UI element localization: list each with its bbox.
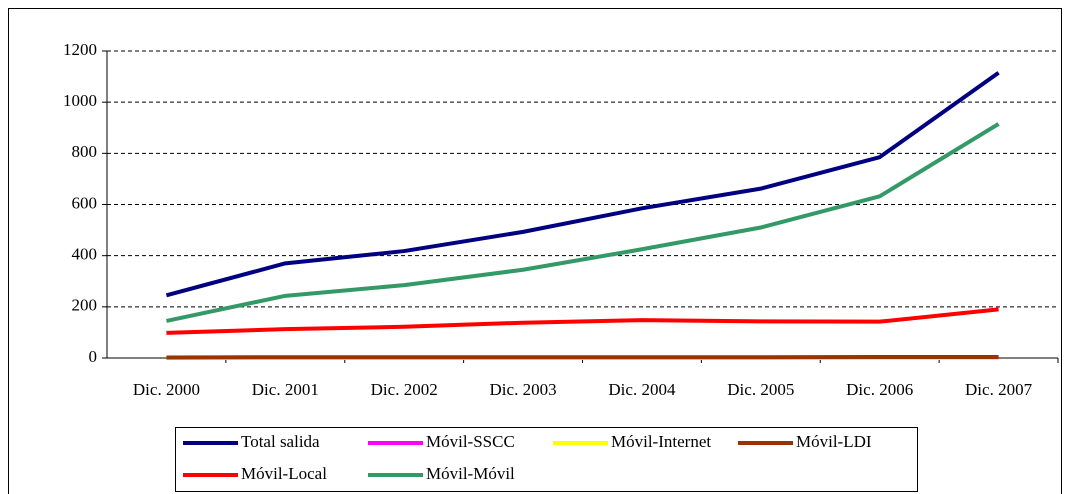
- series-line: [166, 354, 999, 360]
- chart-frame: [8, 8, 1062, 494]
- x-tick-label: Dic. 2006: [846, 380, 913, 399]
- y-tick-label: 1000: [63, 91, 97, 110]
- x-tick-label: Dic. 2003: [490, 380, 557, 399]
- y-tick-label: 200: [72, 296, 98, 315]
- x-tick-label: Dic. 2000: [133, 380, 200, 399]
- legend-label: Móvil-Móvil: [426, 464, 515, 483]
- x-tick-label: Dic. 2007: [965, 380, 1033, 399]
- x-tick-label: Dic. 2002: [371, 380, 438, 399]
- y-tick-label: 1200: [63, 40, 97, 59]
- legend-label: Móvil-Local: [241, 464, 327, 483]
- y-tick-label: 800: [72, 142, 98, 161]
- legend-label: Móvil-Internet: [611, 432, 711, 451]
- series-line: [166, 307, 999, 335]
- series-line: [165, 71, 1000, 298]
- legend-label: Móvil-LDI: [796, 432, 872, 451]
- legend-box: [175, 427, 918, 492]
- x-tick-label: Dic. 2001: [252, 380, 319, 399]
- y-tick-label: 0: [89, 347, 98, 366]
- y-tick-label: 600: [72, 193, 98, 212]
- legend-label: Móvil-SSCC: [426, 432, 515, 451]
- x-tick-label: Dic. 2004: [608, 380, 676, 399]
- x-tick-label: Dic. 2005: [727, 380, 794, 399]
- legend-label: Total salida: [241, 432, 320, 451]
- series-line: [166, 122, 1000, 323]
- y-tick-label: 400: [72, 245, 98, 264]
